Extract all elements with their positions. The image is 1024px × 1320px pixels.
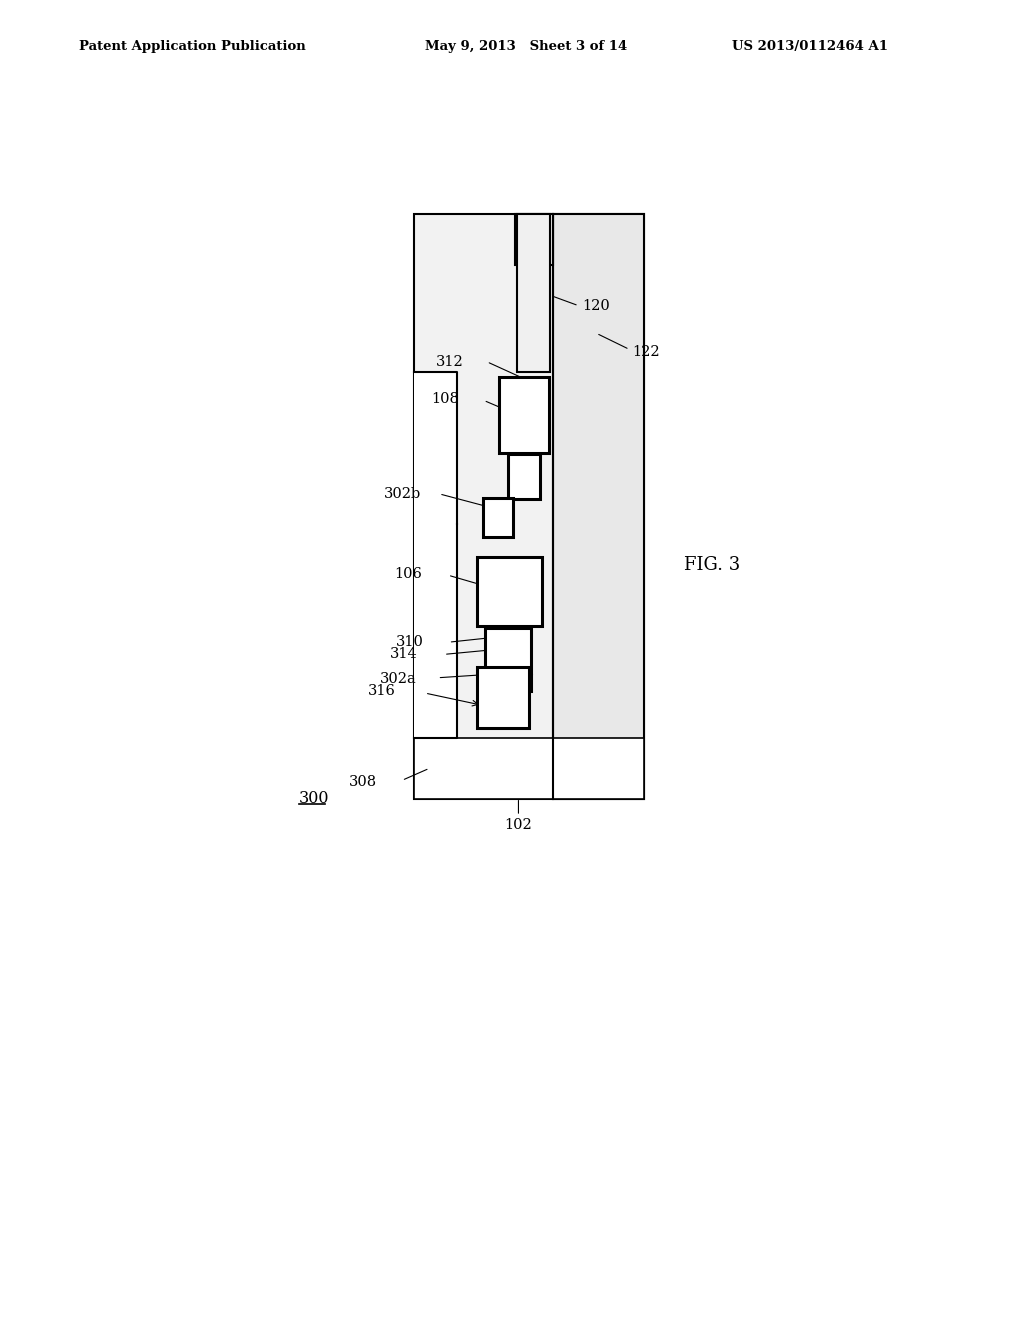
Text: 316: 316 xyxy=(368,684,395,698)
Bar xyxy=(500,378,549,453)
Text: 302a: 302a xyxy=(380,672,417,686)
Text: May 9, 2013   Sheet 3 of 14: May 9, 2013 Sheet 3 of 14 xyxy=(425,40,628,53)
Text: 300: 300 xyxy=(299,791,329,808)
Bar xyxy=(414,214,644,799)
Text: 106: 106 xyxy=(394,568,423,581)
Text: US 2013/0112464 A1: US 2013/0112464 A1 xyxy=(732,40,888,53)
Text: Patent Application Publication: Patent Application Publication xyxy=(79,40,305,53)
Text: 102: 102 xyxy=(505,818,532,832)
Text: 310: 310 xyxy=(395,635,423,649)
Bar xyxy=(482,498,513,536)
Text: 312: 312 xyxy=(436,355,464,368)
Text: FIG. 3: FIG. 3 xyxy=(684,556,739,574)
Text: 302b: 302b xyxy=(384,487,421,500)
Text: 108: 108 xyxy=(431,392,459,407)
Bar xyxy=(485,675,531,690)
Bar xyxy=(517,214,550,372)
Bar xyxy=(485,628,531,673)
Bar xyxy=(477,557,543,626)
Bar xyxy=(508,454,540,499)
Text: 314: 314 xyxy=(390,647,418,661)
Bar xyxy=(477,667,528,727)
Text: 122: 122 xyxy=(633,345,660,359)
Bar xyxy=(414,524,458,738)
Bar xyxy=(515,214,553,265)
Bar xyxy=(414,372,458,524)
Text: 308: 308 xyxy=(348,775,377,789)
Text: 120: 120 xyxy=(582,298,609,313)
Bar xyxy=(553,214,644,799)
Bar xyxy=(414,738,644,799)
